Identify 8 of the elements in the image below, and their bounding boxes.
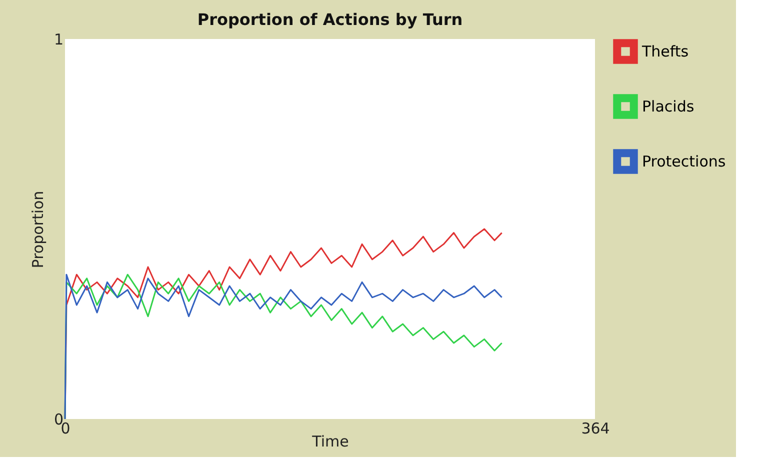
legend-label: Thefts	[641, 42, 689, 60]
y-axis-title: Proportion	[28, 190, 47, 268]
legend-label: Protections	[642, 152, 726, 170]
chart-title: Proportion of Actions by Turn	[197, 10, 463, 29]
x-axis-title: Time	[311, 432, 349, 450]
y-tick-label: 1	[54, 30, 64, 48]
legend-label: Placids	[642, 98, 694, 116]
x-tick-label: 364	[581, 420, 610, 438]
